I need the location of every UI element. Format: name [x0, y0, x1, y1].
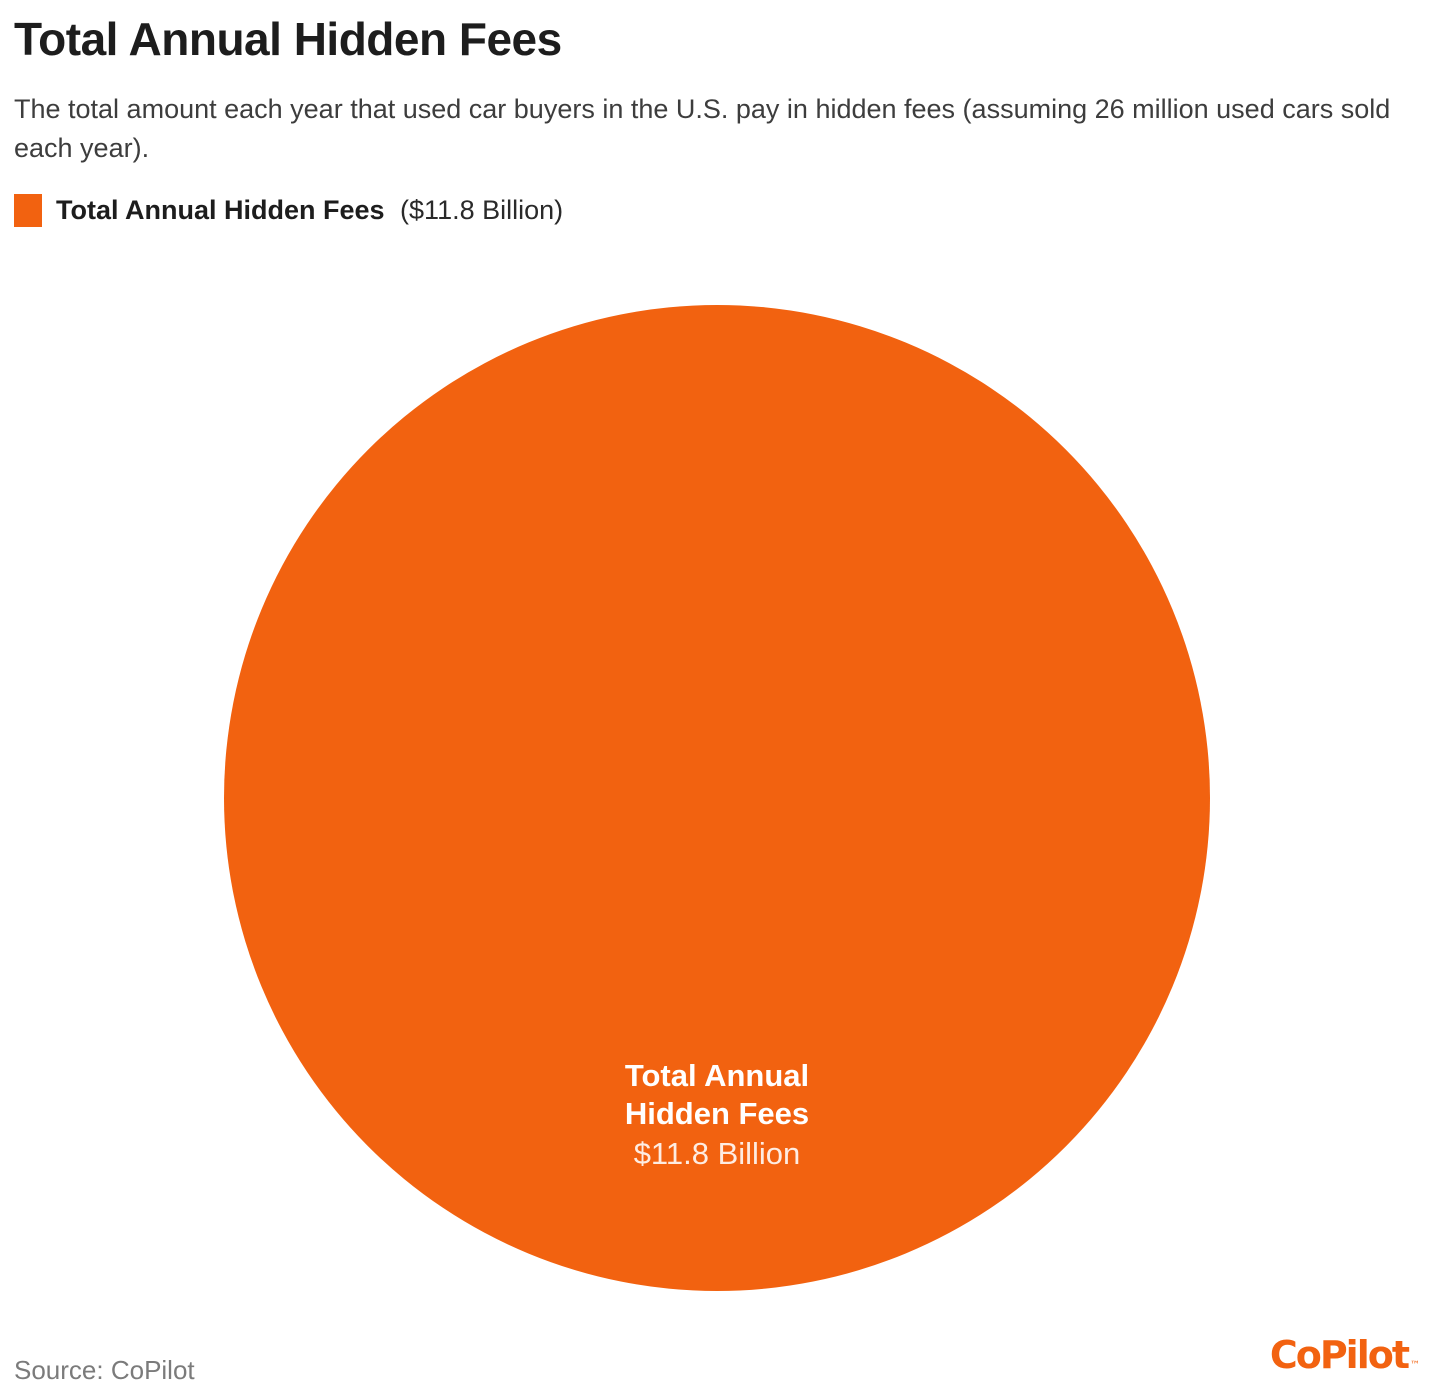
legend-swatch: [14, 194, 42, 227]
page-title: Total Annual Hidden Fees: [14, 13, 562, 65]
legend-label: Total Annual Hidden Fees ($11.8 Billion): [56, 195, 563, 226]
legend: Total Annual Hidden Fees ($11.8 Billion): [14, 194, 563, 227]
trademark-symbol: ™: [1410, 1360, 1420, 1371]
circle-label-line2: Hidden Fees: [624, 1096, 810, 1131]
chart-subtitle: The total amount each year that used car…: [14, 94, 1391, 163]
copilot-logo: CoPilot ™: [1270, 1333, 1420, 1377]
copilot-logo-text: CoPilot: [1269, 1333, 1410, 1377]
total-fees-circle: Total Annual Hidden Fees $11.8 Billion: [224, 305, 1210, 1291]
legend-label-value: ($11.8 Billion): [400, 195, 564, 225]
circle-label-value: $11.8 Billion: [633, 1136, 801, 1171]
source-attribution: Source: CoPilot: [14, 1355, 195, 1385]
legend-label-name: Total Annual Hidden Fees: [56, 195, 385, 225]
circle-label-line1: Total Annual: [624, 1058, 810, 1093]
circle-label: Total Annual Hidden Fees $11.8 Billion: [224, 1057, 1210, 1173]
